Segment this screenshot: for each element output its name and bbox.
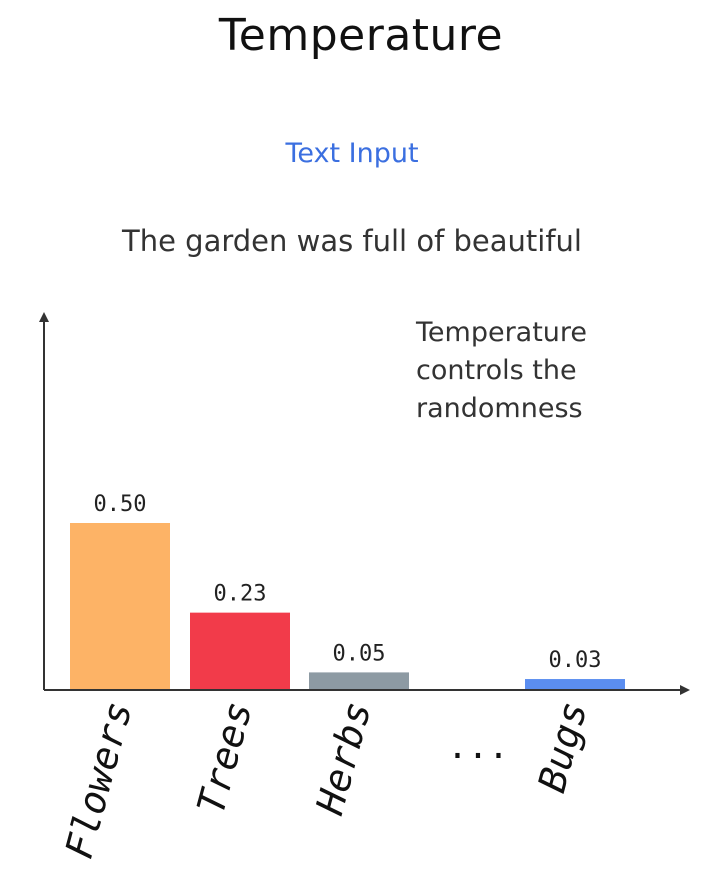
- annotation-note: Temperature controls the randomness: [416, 314, 656, 428]
- value-label-trees: 0.23: [214, 582, 267, 607]
- tick-label-trees: Trees: [189, 697, 261, 819]
- bar-bugs: [525, 679, 625, 689]
- annotation-line-1: Temperature: [416, 317, 588, 348]
- annotation-line-3: randomness: [416, 393, 583, 424]
- chart-title: Temperature: [218, 10, 504, 61]
- input-label: Text Input: [285, 138, 419, 169]
- bar-trees: [190, 612, 290, 689]
- bar-flowers: [70, 523, 170, 689]
- bars-group: 0.50 Flowers 0.23 Trees 0.05 Herbs ... 0.03 Bugs: [57, 492, 625, 863]
- tick-label-ellipsis: ...: [447, 727, 508, 767]
- bar-herbs: [309, 672, 409, 689]
- tick-label-flowers: Flowers: [57, 697, 141, 863]
- tick-label-bugs: Bugs: [530, 697, 596, 797]
- value-label-bugs: 0.03: [549, 648, 602, 673]
- value-label-herbs: 0.05: [333, 641, 386, 666]
- tick-label-herbs: Herbs: [307, 697, 379, 820]
- annotation-line-2: controls the: [416, 355, 577, 386]
- value-label-flowers: 0.50: [94, 492, 147, 517]
- prompt-text: The garden was full of beautiful: [122, 224, 582, 258]
